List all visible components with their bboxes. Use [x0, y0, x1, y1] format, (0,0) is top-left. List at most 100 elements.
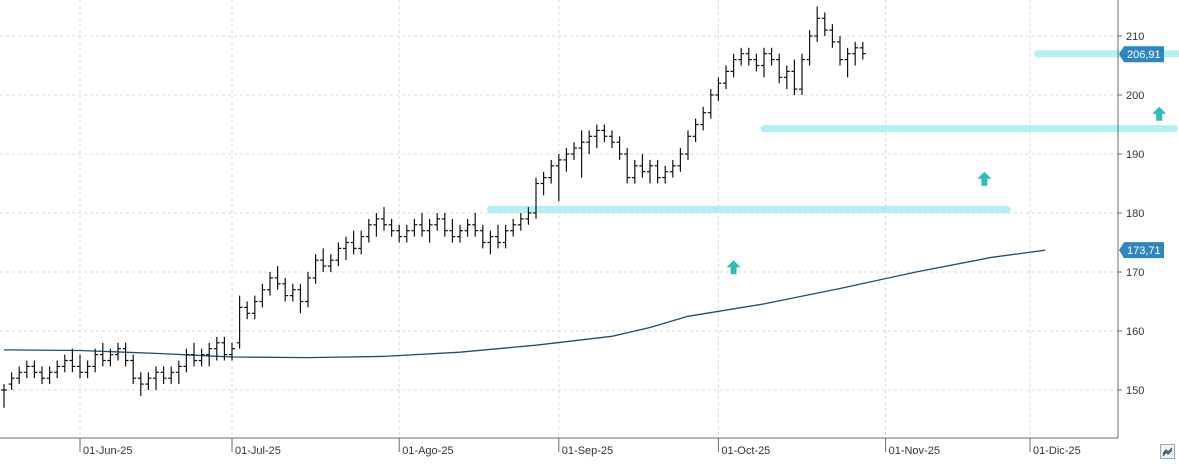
- ohlc-bar: [403, 224, 410, 243]
- ohlc-bar: [571, 142, 577, 160]
- ohlc-bars: [1, 6, 866, 408]
- ohlc-bar: [297, 283, 304, 314]
- ohlc-bar: [23, 360, 30, 379]
- ohlc-bar: [799, 53, 805, 95]
- ohlc-bar: [183, 348, 190, 373]
- ohlc-bar: [533, 177, 539, 219]
- ohlc-bar: [160, 366, 167, 385]
- ohlc-bar: [647, 159, 653, 184]
- ohlc-bar: [852, 41, 859, 66]
- ohlc-bar: [99, 342, 106, 367]
- ohlc-bar: [745, 47, 752, 66]
- ohlc-bar: [381, 207, 387, 231]
- ohlc-bar: [685, 130, 691, 160]
- ohlc-bar: [692, 118, 699, 143]
- ohlc-bar: [282, 277, 289, 302]
- ohlc-bar: [639, 154, 646, 178]
- ohlc-bar: [829, 24, 836, 48]
- ohlc-bar: [419, 213, 425, 237]
- ohlc-bar: [259, 283, 266, 308]
- ohlc-bar: [738, 47, 745, 66]
- ohlc-bar: [77, 354, 83, 379]
- ohlc-bar: [327, 254, 334, 272]
- ohlc-bar: [609, 130, 615, 149]
- ohlc-bar: [365, 218, 372, 243]
- ohlc-bar: [502, 224, 509, 249]
- ohlc-bar: [69, 348, 76, 373]
- ohlc-bar: [517, 213, 524, 231]
- ohlc-bar: [806, 30, 813, 66]
- ohlc-bar: [434, 213, 441, 231]
- ohlc-bar: [837, 36, 843, 66]
- x-tick-label: 01-Dic-25: [1033, 445, 1081, 457]
- x-tick-label: 01-Oct-25: [721, 445, 770, 457]
- ohlc-bar: [700, 106, 707, 131]
- ohlc-bar: [783, 65, 790, 90]
- ohlc-bar: [244, 301, 251, 320]
- x-tick-label: 01-Jul-25: [235, 445, 281, 457]
- price-label: 173,71: [1119, 242, 1164, 259]
- ohlc-bar: [206, 342, 213, 367]
- ohlc-bar: [540, 171, 547, 196]
- ohlc-bar: [441, 213, 448, 237]
- ohlc-bar: [791, 59, 798, 95]
- ohlc-bar: [320, 248, 327, 272]
- ohlc-bar: [175, 360, 182, 385]
- ohlc-bar: [107, 348, 114, 367]
- support-zones: [486, 50, 1179, 213]
- y-tick-label: 180: [1126, 208, 1144, 220]
- ohlc-bar: [137, 372, 144, 396]
- ohlc-bar: [654, 159, 661, 184]
- y-tick-label: 210: [1126, 31, 1144, 43]
- ohlc-bar: [753, 53, 760, 72]
- ohlc-bar: [16, 366, 23, 385]
- signal-arrows: [726, 106, 1167, 275]
- ohlc-bar: [464, 218, 471, 237]
- ohlc-bar: [662, 165, 669, 184]
- ohlc-bar: [859, 41, 866, 60]
- ohlc-bar: [555, 154, 562, 202]
- ohlc-bar: [510, 218, 517, 237]
- ohlc-bar: [61, 354, 68, 373]
- ohlc-bar: [449, 218, 456, 243]
- ohlc-bar: [130, 354, 137, 385]
- ohlc-bar: [39, 366, 45, 385]
- ohlc-bar: [31, 360, 38, 379]
- ohlc-bar: [426, 218, 433, 243]
- moving-average-line: [3, 249, 1046, 359]
- ohlc-bar: [616, 136, 623, 160]
- ohlc-bar: [122, 342, 129, 367]
- ohlc-bar: [191, 342, 197, 367]
- ohlc-bar: [54, 360, 61, 379]
- ohlc-bar: [221, 336, 228, 361]
- ohlc-bar: [388, 218, 395, 237]
- ohlc-bar: [168, 366, 175, 385]
- ohlc-bar: [396, 224, 403, 243]
- ohlc-bar: [715, 77, 722, 101]
- ohlc-bar: [373, 213, 380, 237]
- zigzag-icon: [1162, 447, 1173, 457]
- ohlc-bar: [46, 366, 53, 385]
- ohlc-bar: [305, 272, 311, 308]
- ohlc-bar: [411, 218, 418, 237]
- ohlc-bar: [198, 348, 205, 367]
- ohlc-bar: [289, 283, 296, 302]
- ohlc-bar: [563, 148, 570, 172]
- expand-chart-button[interactable]: [1160, 444, 1175, 459]
- ohlc-bar: [593, 124, 600, 149]
- ohlc-bar: [145, 372, 152, 390]
- ohlc-bar: [723, 65, 729, 90]
- ohlc-bar: [578, 130, 585, 178]
- moving-average: [3, 249, 1046, 359]
- price-labels: 206,91 173,71: [1119, 46, 1164, 259]
- x-tick-label: 01-Sep-25: [562, 445, 613, 457]
- ohlc-bar: [631, 159, 638, 184]
- ohlc-bar: [525, 207, 532, 225]
- ohlc-bar: [84, 360, 91, 379]
- ohlc-bar: [479, 224, 486, 249]
- ohlc-bar: [548, 159, 555, 184]
- ohlc-bar: [487, 230, 494, 255]
- ohlc-bar: [251, 295, 258, 320]
